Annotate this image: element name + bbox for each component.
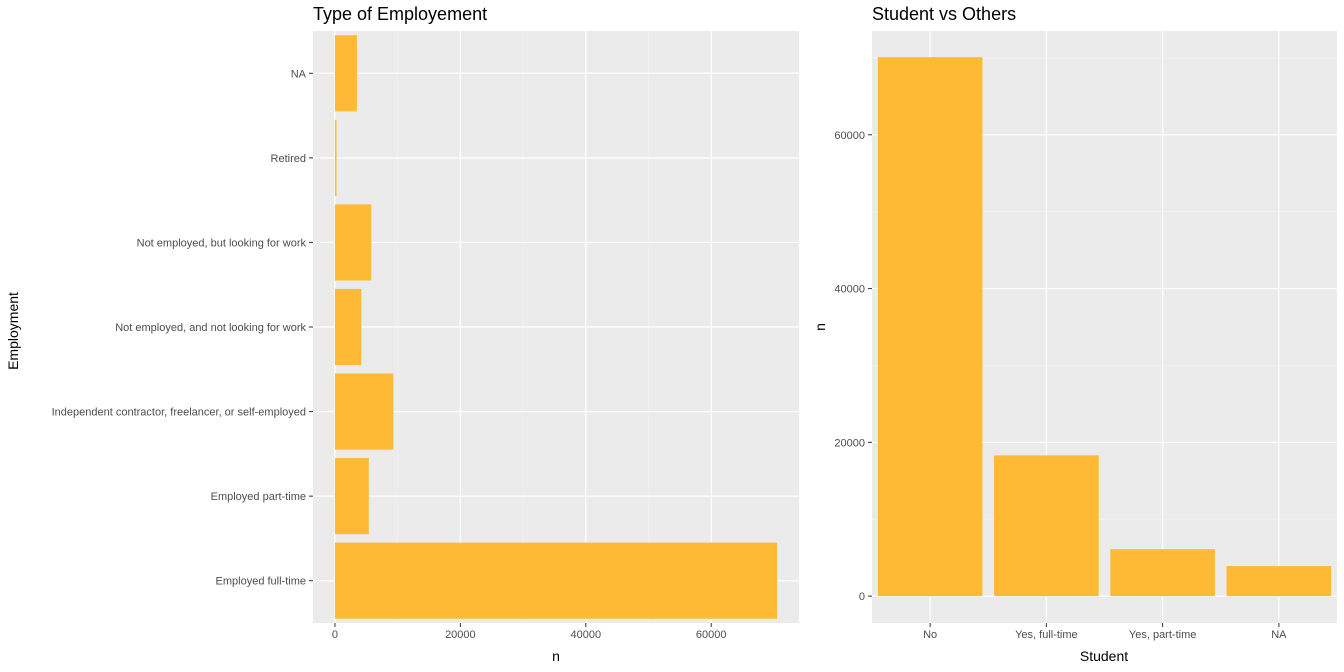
category-label: Employed full-time <box>216 576 306 588</box>
bar <box>334 542 778 619</box>
student-category-labels: No Yes, full-time Yes, part-time NA <box>923 623 1287 641</box>
employment-x-axis-title: n <box>552 648 560 664</box>
student-chart: Student vs Others 0 20000 40000 60000 No Yes… <box>812 4 1337 664</box>
y-tick-label: 0 <box>859 591 865 603</box>
student-x-axis-title: Student <box>1080 648 1128 664</box>
y-tick-label: 20000 <box>834 437 865 449</box>
bar <box>1110 549 1215 597</box>
bar <box>334 35 357 112</box>
student-y-tick-labels: 0 20000 40000 60000 <box>834 130 872 603</box>
bar <box>334 204 372 281</box>
y-tick-label: 60000 <box>834 130 865 142</box>
category-label: Employed part-time <box>211 491 306 503</box>
category-label: Independent contractor, freelancer, or s… <box>52 407 306 419</box>
category-label: Retired <box>271 153 306 165</box>
category-label: NA <box>1271 629 1287 641</box>
bar <box>334 373 394 450</box>
x-tick-label: 40000 <box>570 629 601 641</box>
category-label: Yes, full-time <box>1015 629 1078 641</box>
employment-category-labels: Employed full-time Employed part-time Inde… <box>52 68 313 588</box>
employment-y-axis-title: Employment <box>5 292 21 370</box>
category-label: No <box>923 629 937 641</box>
employment-chart: Type of Employement Employed full-timeEm… <box>5 4 799 664</box>
bar <box>877 57 983 597</box>
employment-chart-title: Type of Employement <box>313 4 487 24</box>
employment-bars <box>334 35 778 619</box>
category-label: Not employed, and not looking for work <box>115 322 306 334</box>
bar <box>994 455 1099 597</box>
category-label: Yes, part-time <box>1129 629 1196 641</box>
student-y-axis-title: n <box>812 323 828 331</box>
employment-x-tick-labels: 0 20000 40000 60000 <box>332 623 727 641</box>
bar <box>334 288 362 366</box>
bar <box>1226 566 1332 597</box>
category-label: Not employed, but looking for work <box>137 237 307 249</box>
x-tick-label: 20000 <box>445 629 476 641</box>
x-tick-label: 0 <box>332 629 338 641</box>
y-tick-label: 40000 <box>834 284 865 296</box>
x-tick-label: 60000 <box>696 629 727 641</box>
student-bars <box>877 57 1332 597</box>
bar <box>334 458 369 535</box>
student-chart-title: Student vs Others <box>872 4 1016 24</box>
category-label: NA <box>291 68 307 80</box>
bar <box>334 119 337 196</box>
